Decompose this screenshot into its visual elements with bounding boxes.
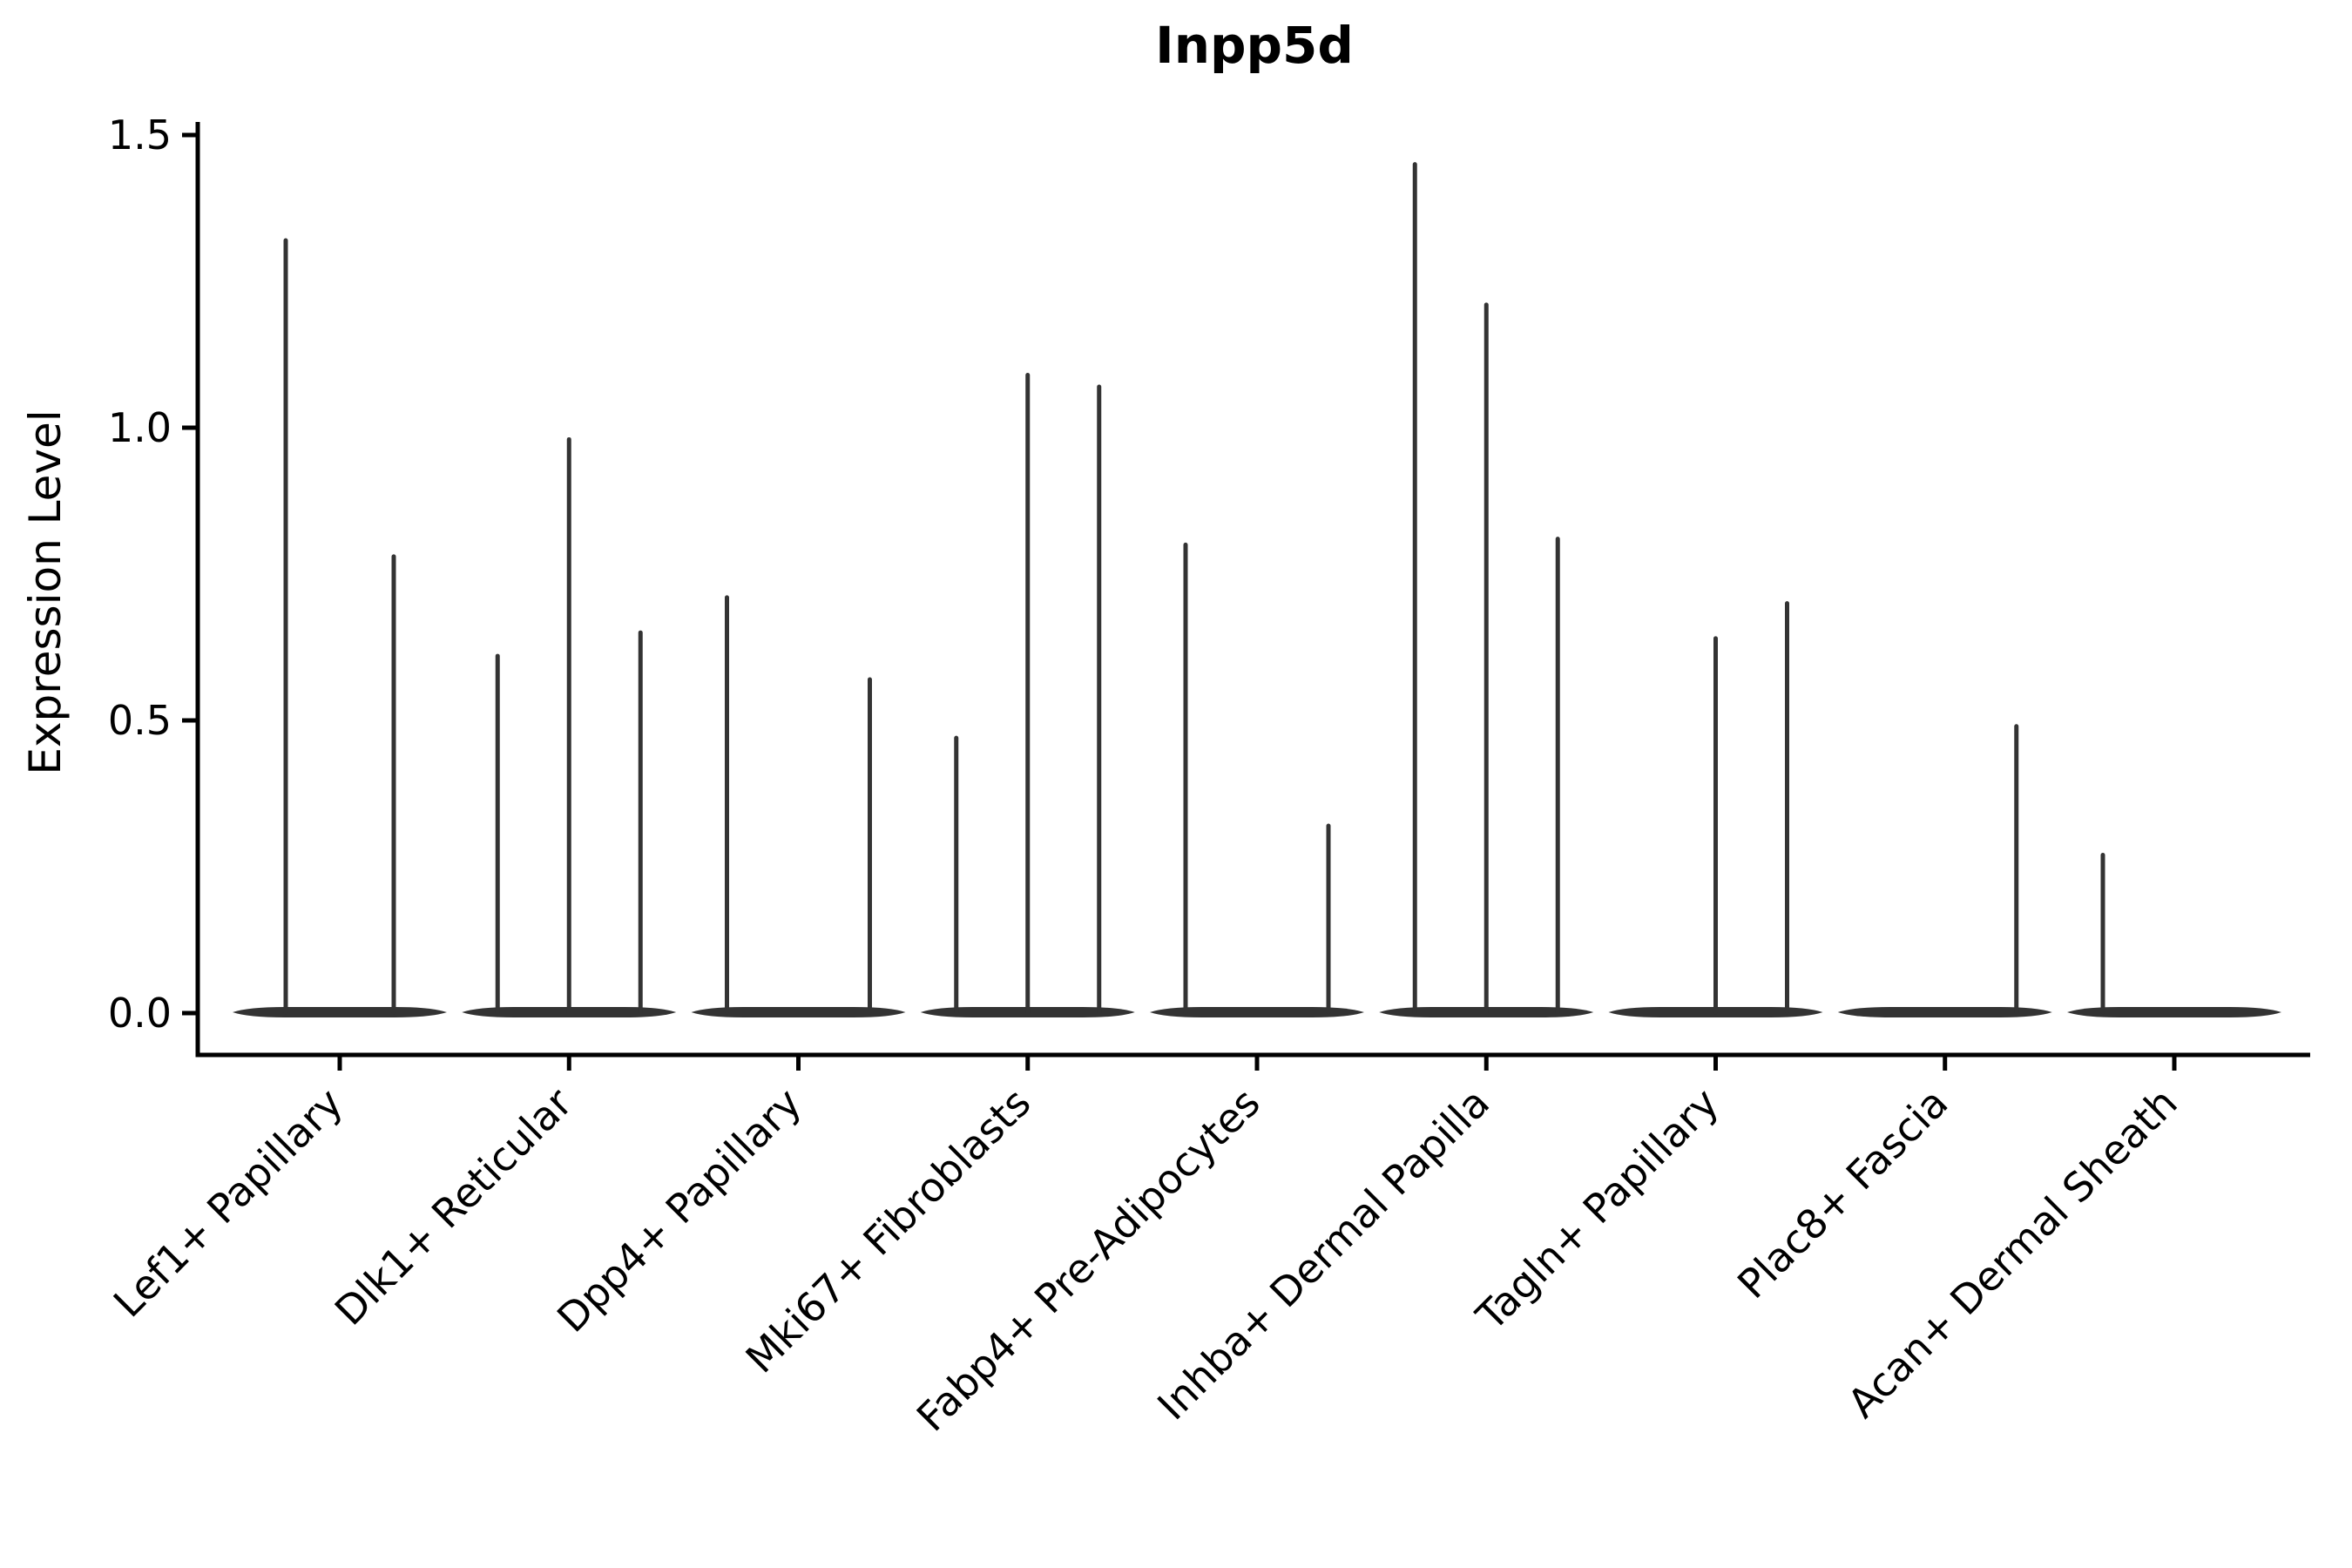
- violin-group: Lef1+ Papillary: [105, 238, 447, 1327]
- y-tick-label: 0.0: [108, 990, 172, 1037]
- violin-group: Dpp4+ Papillary: [548, 595, 906, 1342]
- x-tick-label: Plac8+ Fascia: [1728, 1079, 1957, 1308]
- violin-group: Inhba+ Dermal Papilla: [1148, 162, 1594, 1429]
- x-tick-label: Dpp4+ Papillary: [548, 1079, 810, 1342]
- violin-group: Dlk1+ Reticular: [326, 436, 677, 1335]
- y-tick-label: 1.0: [108, 404, 172, 451]
- y-tick-label: 0.5: [108, 697, 172, 744]
- x-tick-label: Lef1+ Papillary: [105, 1079, 352, 1327]
- y-tick-label: 1.5: [108, 112, 172, 159]
- violin-body: [1837, 1007, 2052, 1017]
- violin-group: Mki67+ Fibroblasts: [737, 373, 1135, 1382]
- violin-group: Tagln+ Papillary: [1467, 601, 1823, 1341]
- x-tick-label: Tagln+ Papillary: [1467, 1079, 1728, 1341]
- chart-title: Inpp5d: [1155, 16, 1354, 75]
- violin-body: [691, 1007, 906, 1017]
- x-tick-label: Dlk1+ Reticular: [326, 1079, 581, 1335]
- violin-body: [233, 1007, 447, 1017]
- violin-body: [1150, 1007, 1364, 1017]
- violin-body: [2067, 1007, 2281, 1017]
